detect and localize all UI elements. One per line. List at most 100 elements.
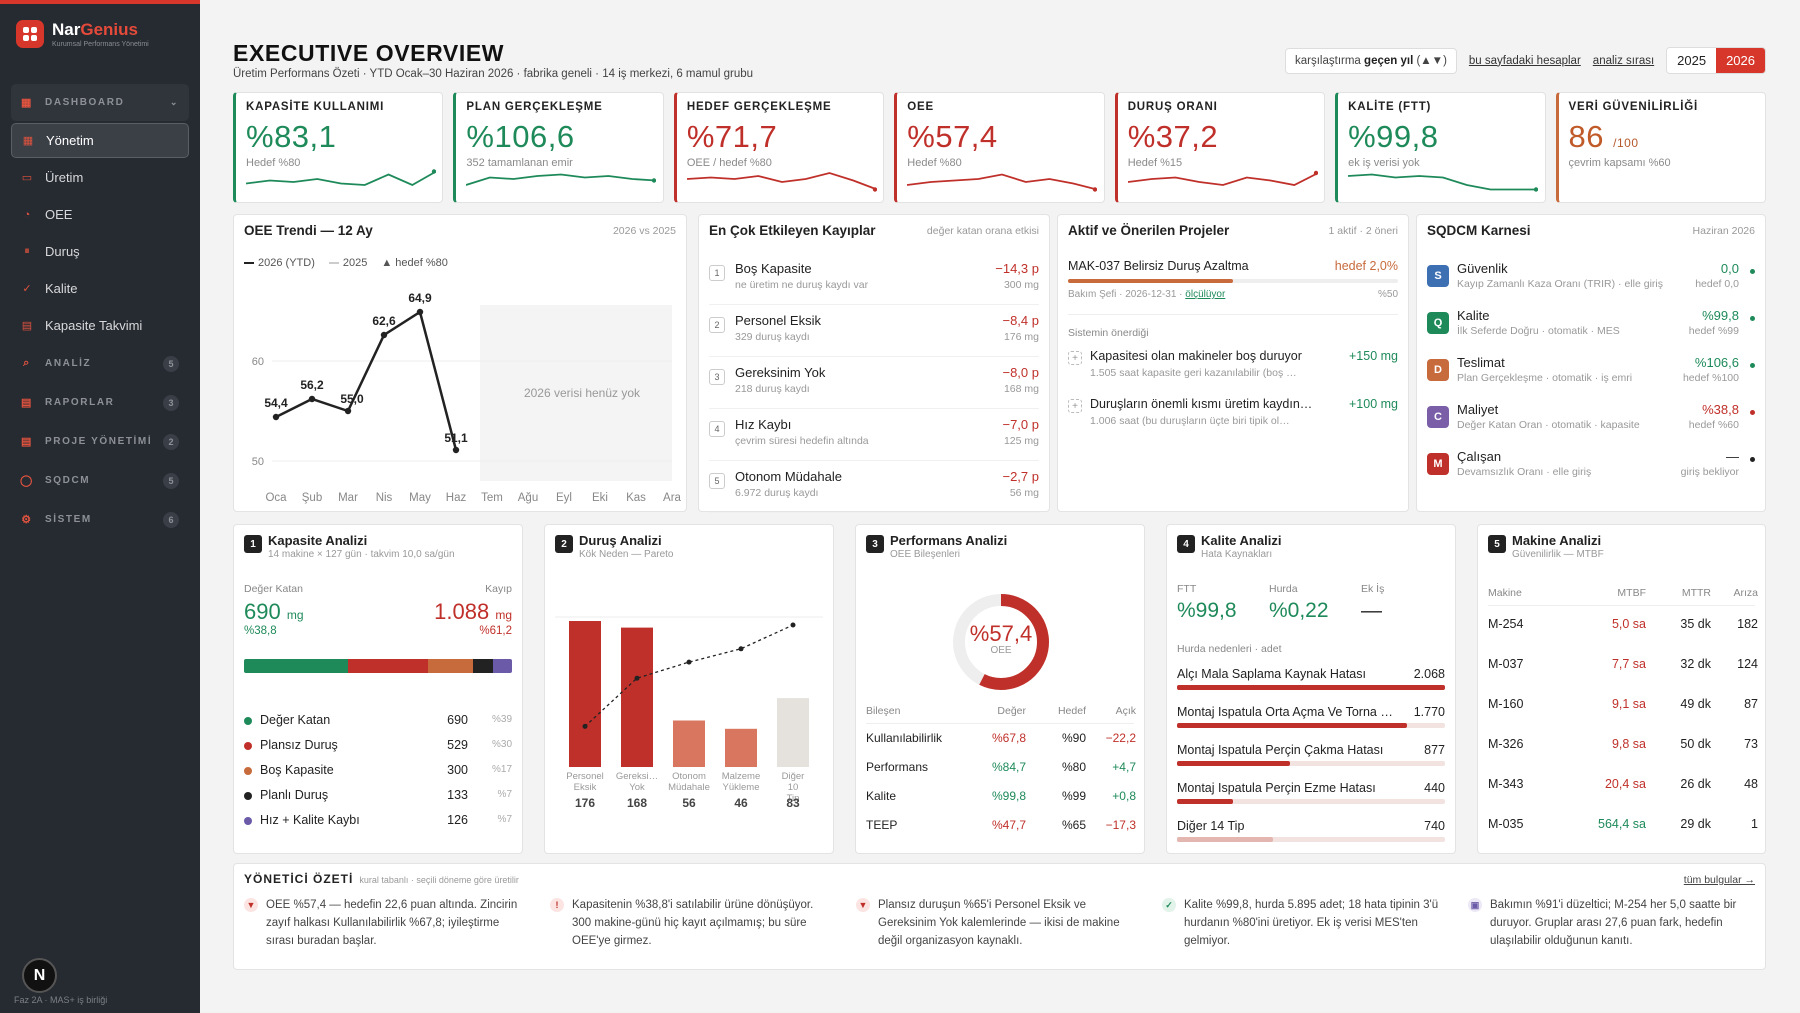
machine-card[interactable]: 5 Makine Analizi Güvenilirlik — MTBF Mak… [1477, 524, 1766, 854]
kpi-card-5[interactable]: KALİTE (FTT) %99,8 ek iş verisi yok [1335, 92, 1546, 203]
kpi-card-6[interactable]: VERİ GÜVENİLİRLİĞİ 86 /100 çevrim kapsamı … [1555, 92, 1766, 203]
machine-sub: Güvenilirlik — MTBF [1512, 549, 1604, 560]
machine-id: M-037 [1488, 657, 1524, 671]
no-data-label: 2026 verisi henüz yok [524, 386, 641, 400]
table-row[interactable]: M-343 20,4 sa 26 dk 48 [1488, 777, 1758, 807]
table-row[interactable]: M-037 7,7 sa 32 dk 124 [1488, 657, 1758, 687]
sqdcm-sub: Plan Gerçekleşme · otomatik · iş emri [1457, 372, 1633, 384]
finding-text: Kapasitenin %38,8'i satılabilir ürüne dö… [572, 899, 814, 947]
loss-item[interactable]: 1 Boş Kapasite ne üretim ne duruş kaydı va… [709, 255, 1039, 305]
page-subtitle: Üretim Performans Özeti · YTD Ocak–30 Ha… [233, 68, 754, 80]
accounts-link[interactable]: bu sayfadaki hesaplar [1468, 54, 1581, 67]
downtime-card[interactable]: 2 Duruş Analizi Kök Neden — Pareto Perso… [544, 524, 834, 854]
sqdcm-icon: ◯ [20, 475, 34, 487]
capacity-card[interactable]: 1 Kapasite Analizi 14 makine × 127 gün ·… [233, 524, 523, 854]
value-added-pct: %38,8 [244, 625, 277, 637]
quality-sub: Hata Kaynakları [1201, 549, 1273, 560]
table-cell-value: %84,7 [991, 760, 1026, 774]
table-row[interactable]: M-035 564,4 sa 29 dk 1 [1488, 817, 1758, 847]
sqdcm-item-m[interactable]: M Çalışan Devamsızlık Oranı · elle giriş — g… [1427, 447, 1755, 491]
x-tick-label: Oca [265, 492, 287, 504]
table-cell-component: TEEP [866, 818, 898, 832]
finding-text: Kalite %99,8, hurda 5.895 adet; 18 hata … [1184, 899, 1439, 947]
sidebar-item-kapasite-takvimi[interactable]: ▤ Kapasite Takvimi [11, 308, 189, 343]
brand[interactable]: NarGenius Kurumsal Performans Yönetimi [16, 20, 149, 48]
sidebar-item-retim[interactable]: ▭ Üretim [11, 160, 189, 195]
nav-group-3[interactable]: ◯ SQDCM 5 [11, 462, 189, 499]
kpi-note: 352 tamamlanan emir [466, 157, 573, 169]
legend-target: ▲ hedef %80 [381, 257, 448, 269]
capacity-item-pct: %17 [491, 764, 512, 775]
capacity-item: Planlı Duruş 133 %7 [244, 788, 512, 810]
legend-dot [244, 817, 252, 825]
loss-value: 1.088 mg [434, 599, 512, 624]
sqdcm-item-d[interactable]: D Teslimat Plan Gerçekleşme · otomatik · i… [1427, 353, 1755, 397]
sqdcm-item-c[interactable]: C Maliyet Değer Katan Oran · otomatik · ka… [1427, 400, 1755, 444]
nav-group-4[interactable]: ⚙ SİSTEM 6 [11, 501, 189, 538]
active-project-owner: Bakım Şefi · 2026-12-31 · ölçülüyor [1068, 289, 1226, 300]
scrap-reason-item[interactable]: Montaj Ispatula Perçin Ezme Hatası 440 [1177, 781, 1445, 815]
suggested-project[interactable]: + Duruşların önemli kısmı üretim kaydın… 1… [1068, 397, 1398, 439]
sqdcm-title: SQDCM Karnesi [1427, 223, 1531, 238]
chevron-down-icon: ⌄ [169, 97, 179, 107]
loss-item[interactable]: 3 Gereksinim Yok 218 duruş kaydı −8,0 p 168 … [709, 359, 1039, 409]
loss-name: Hız Kaybı [735, 417, 792, 432]
pareto-bar [569, 621, 601, 767]
year-2026-button[interactable]: 2026 [1716, 48, 1765, 73]
scrap-label: Hurda [1269, 583, 1298, 595]
kpi-card-2[interactable]: HEDEF GERÇEKLEŞME %71,7 OEE / hedef %80 [673, 92, 885, 203]
loss-impact: −14,3 p [995, 261, 1039, 276]
kpi-card-1[interactable]: PLAN GERÇEKLEŞME %106,6 352 tamamlanan emi… [453, 92, 664, 203]
year-2025-button[interactable]: 2025 [1667, 48, 1717, 73]
loss-rank: 5 [709, 473, 725, 489]
quality-card[interactable]: 4 Kalite Analizi Hata Kaynakları FTT Hur… [1166, 524, 1456, 854]
status-dot [1750, 363, 1755, 368]
sidebar-item-kalite[interactable]: ✓ Kalite [11, 271, 189, 306]
sparkline-end-dot [1533, 187, 1539, 192]
finding-text: Plansız duruşun %65'i Personel Eksik ve … [878, 899, 1120, 947]
kpi-card-4[interactable]: DURUŞ ORANI %37,2 Hedef %15 [1114, 92, 1326, 203]
capacity-item-name: Planlı Duruş [260, 788, 329, 802]
scrap-reason-name: Montaj Ispatula Perçin Ezme Hatası [1177, 781, 1376, 795]
loss-item[interactable]: 2 Personel Eksik 329 duruş kaydı −8,4 p 176 … [709, 307, 1039, 357]
nav-group-2[interactable]: ▤ PROJE YÖNETİMİ 2 [11, 423, 189, 460]
sqdcm-item-q[interactable]: Q Kalite İlk Seferde Doğru · otomatik · ME… [1427, 306, 1755, 350]
user-avatar[interactable]: N [22, 958, 57, 993]
nav-group-1[interactable]: ▤ RAPORLAR 3 [11, 384, 189, 421]
kpi-sparkline [907, 173, 1098, 192]
table-row[interactable]: M-160 9,1 sa 49 dk 87 [1488, 697, 1758, 727]
scrap-reason-item[interactable]: Diğer 14 Tip 740 [1177, 819, 1445, 853]
scrap-reason-item[interactable]: Alçı Mala Saplama Kaynak Hatası 2.068 [1177, 667, 1445, 701]
sqdcm-item-s[interactable]: S Güvenlik Kayıp Zamanlı Kaza Oranı (TRIR)… [1427, 259, 1755, 303]
check-circle-icon: ✓ [22, 283, 32, 295]
kpi-value: %37,2 [1127, 119, 1219, 154]
value-added-value: 690 mg [244, 599, 304, 624]
table-row[interactable]: M-326 9,8 sa 50 dk 73 [1488, 737, 1758, 767]
sidebar-item-y-netim[interactable]: ▦ Yönetim [11, 123, 189, 158]
capacity-item-pct: %7 [497, 789, 512, 800]
all-findings-link[interactable]: tüm bulgular → [1683, 874, 1755, 886]
sidebar-item-duru[interactable]: ⏸ Duruş [11, 234, 189, 269]
active-project[interactable]: MAK-037 Belirsiz Duruş Azaltma hedef 2,0… [1068, 259, 1398, 315]
cumulative-point [582, 723, 588, 729]
suggested-project[interactable]: + Kapasitesi olan makineler boş duruyor 1.… [1068, 349, 1398, 391]
scrap-reason-item[interactable]: Montaj Ispatula Orta Açma Ve Torna … 1.77… [1177, 705, 1445, 739]
kpi-card-0[interactable]: KAPASİTE KULLANIMI %83,1 Hedef %80 [233, 92, 444, 203]
analysis-order-link[interactable]: analiz sırası [1592, 54, 1655, 67]
nav-group-0[interactable]: ⌕ ANALİZ 5 [11, 345, 189, 382]
table-row[interactable]: M-254 5,0 sa 35 dk 182 [1488, 617, 1758, 647]
loss-item[interactable]: 5 Otonom Müdahale 6.972 duruş kaydı −2,7 p 5… [709, 463, 1039, 513]
pareto-category-label: Yükleme [723, 782, 760, 793]
table-cell-gap: −17,3 [1105, 818, 1136, 832]
projects-meta: 1 aktif · 2 öneri [1328, 225, 1398, 237]
loss-item[interactable]: 4 Hız Kaybı çevrim süresi hedefin altında −… [709, 411, 1039, 461]
performance-card[interactable]: 3 Performans Analizi OEE Bileşenleri %57… [855, 524, 1145, 854]
nav-group-dashboard[interactable]: ▦ DASHBOARD ⌄ [11, 84, 189, 121]
compare-dropdown[interactable]: karşılaştırma geçen yıl (▲▼) [1285, 47, 1457, 74]
kpi-label: KALİTE (FTT) [1348, 101, 1432, 113]
sidebar-item-oee[interactable]: ◔ OEE [11, 197, 189, 232]
kpi-note: Hedef %80 [246, 157, 301, 169]
kpi-card-3[interactable]: OEE %57,4 Hedef %80 [894, 92, 1105, 203]
scrap-reason-item[interactable]: Montaj Ispatula Perçin Çakma Hatası 877 [1177, 743, 1445, 777]
